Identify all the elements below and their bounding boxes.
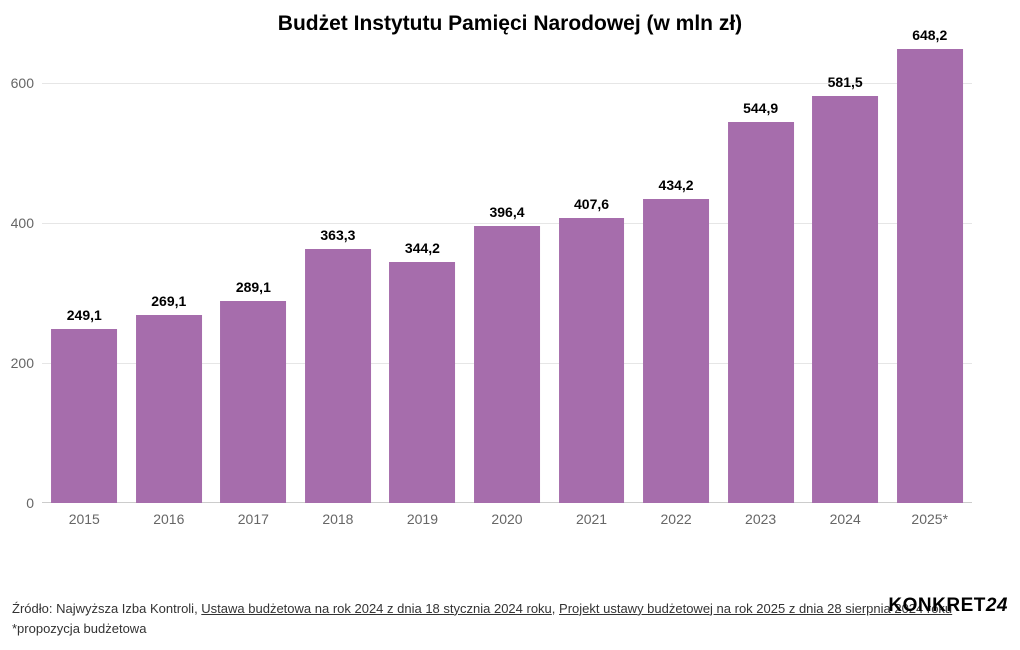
bar-group: 396,42020 [465,55,550,503]
x-tick-label: 2023 [745,511,776,527]
y-tick-label: 0 [26,495,42,511]
bar-group: 581,52024 [803,55,888,503]
x-tick-label: 2015 [69,511,100,527]
x-tick-label: 2020 [491,511,522,527]
bar-group: 289,12017 [211,55,296,503]
bar-value-label: 648,2 [912,27,947,43]
source-separator: , [552,601,559,616]
x-tick-label: 2024 [830,511,861,527]
x-tick-label: 2016 [153,511,184,527]
x-tick-label: 2022 [661,511,692,527]
bar: 289,1 [220,301,286,503]
bar-group: 344,22019 [380,55,465,503]
bar-group: 363,32018 [296,55,381,503]
chart-title: Budżet Instytutu Pamięci Narodowej (w ml… [0,0,1020,44]
bar-value-label: 434,2 [659,177,694,193]
brand-logo: KONKRET24 [888,593,1008,620]
source-prefix: Źródło: Najwyższa Izba Kontroli, [12,601,201,616]
chart-container: Budżet Instytutu Pamięci Narodowej (w ml… [0,0,1020,650]
bar: 249,1 [51,329,117,503]
y-tick-label: 200 [11,355,42,371]
footnote: *propozycja budżetowa [12,620,1008,638]
x-tick-label: 2025* [911,511,948,527]
x-tick-label: 2018 [322,511,353,527]
bar-value-label: 363,3 [320,227,355,243]
x-tick-label: 2017 [238,511,269,527]
bar: 396,4 [474,226,540,503]
bar-value-label: 289,1 [236,279,271,295]
bar-group: 407,62021 [549,55,634,503]
y-tick-label: 400 [11,215,42,231]
footer: Źródło: Najwyższa Izba Kontroli, Ustawa … [12,600,1008,638]
y-tick-label: 600 [11,75,42,91]
bar: 581,5 [812,96,878,503]
brand-main: KONKRET [888,595,985,616]
bar-value-label: 269,1 [151,293,186,309]
bar: 648,2 [897,49,963,503]
bar-value-label: 581,5 [828,74,863,90]
x-tick-label: 2019 [407,511,438,527]
bar-group: 434,22022 [634,55,719,503]
bar: 344,2 [389,262,455,503]
brand-num: 24 [986,595,1008,616]
bar: 407,6 [559,218,625,503]
bar-value-label: 396,4 [489,204,524,220]
x-tick-label: 2021 [576,511,607,527]
bar-value-label: 407,6 [574,196,609,212]
bar-value-label: 544,9 [743,100,778,116]
bar-group: 648,22025* [887,55,972,503]
bar: 363,3 [305,249,371,503]
bar-value-label: 249,1 [67,307,102,323]
source-line: Źródło: Najwyższa Izba Kontroli, Ustawa … [12,600,1008,618]
bar-group: 249,12015 [42,55,127,503]
bar: 269,1 [136,315,202,503]
bar: 544,9 [728,122,794,503]
bar-group: 544,92023 [718,55,803,503]
bar-group: 269,12016 [127,55,212,503]
plot-area: 0200400600249,12015269,12016289,12017363… [42,55,972,503]
source-link-1[interactable]: Ustawa budżetowa na rok 2024 z dnia 18 s… [201,601,552,616]
bar: 434,2 [643,199,709,503]
bar-value-label: 344,2 [405,240,440,256]
